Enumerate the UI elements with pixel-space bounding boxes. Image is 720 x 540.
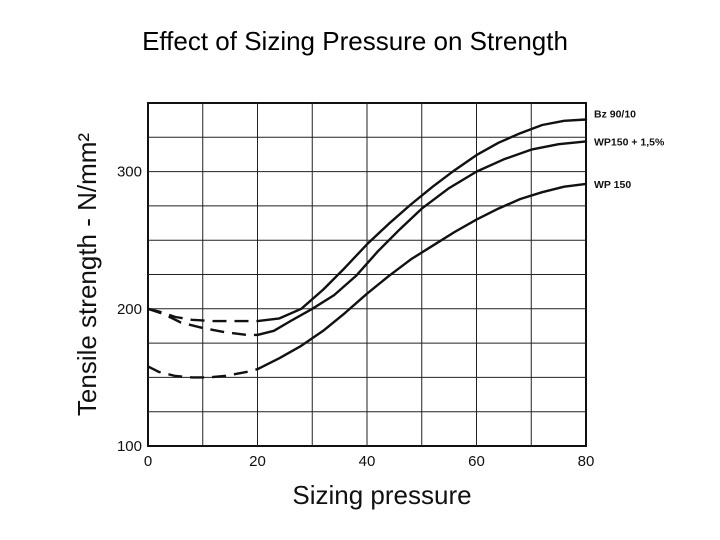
y-axis-ticks: 100 200 300 [117, 164, 142, 455]
legend-label-1: Bz 90/10 [594, 108, 636, 120]
series-line-solid-1 [256, 118, 588, 323]
y-tick-label-200: 200 [117, 301, 142, 318]
x-tick-label-20: 20 [249, 453, 266, 470]
x-tick-label-60: 60 [468, 453, 485, 470]
series-line-dashed-3 [147, 365, 258, 379]
series-lines [147, 118, 588, 379]
x-tick-label-0: 0 [144, 453, 152, 470]
x-axis-ticks: 0 20 40 60 80 [144, 453, 595, 470]
legend-labels: Bz 90/10 WP150 + 1,5% WP 150 [594, 108, 665, 190]
x-tick-label-80: 80 [578, 453, 595, 470]
series-line-solid-2 [256, 140, 588, 337]
slide-title: Effect of Sizing Pressure on Strength [142, 26, 568, 56]
x-tick-label-40: 40 [359, 453, 376, 470]
y-tick-label-100: 100 [117, 438, 142, 455]
series-line-solid-3 [256, 182, 588, 371]
y-axis-label: Tensile strength - N/mm² [72, 133, 102, 417]
y-tick-label-300: 300 [117, 164, 142, 181]
legend-label-3: WP 150 [594, 179, 631, 191]
legend-label-2: WP150 + 1,5% [594, 136, 665, 148]
x-axis-label: Sizing pressure [292, 480, 471, 510]
